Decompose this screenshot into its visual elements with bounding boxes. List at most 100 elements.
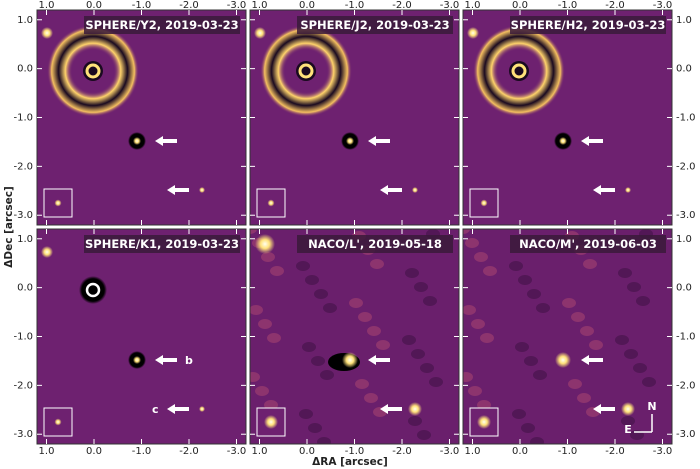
companion-b [342, 352, 358, 368]
y-axis-label: ΔDec [arcsec] [3, 186, 15, 268]
psf [54, 199, 62, 207]
noise-blob [308, 423, 322, 433]
panel: SPHERE/Y2, 2019-03-23 1.0 0.0 -1.0 -2.0 -3.0 1… [13, 0, 247, 226]
noise-blob [580, 326, 594, 336]
x-axis-label: ΔRA [arcsec] [312, 456, 388, 468]
noise-blob [636, 296, 650, 306]
companion-b [133, 356, 141, 364]
arrow [380, 404, 402, 414]
background-star [254, 27, 266, 39]
noise-blob [250, 305, 263, 315]
noise-blob [465, 238, 479, 248]
x-tick-label: -1.0 [132, 446, 152, 457]
noise-blob [536, 303, 550, 313]
noise-blob [480, 333, 494, 343]
arrow [155, 136, 177, 146]
noise-blob [414, 282, 428, 292]
noise-blob [562, 298, 576, 308]
companion-b [133, 137, 141, 145]
panel-title: SPHERE/H2, 2019-03-23 [511, 18, 666, 32]
noise-blob [515, 342, 529, 352]
noise-blob [364, 393, 378, 403]
noise-blob [402, 335, 416, 345]
psf [54, 418, 62, 426]
companion-label: b [185, 354, 193, 367]
star-ring [298, 63, 314, 79]
noise-blob [420, 363, 434, 373]
title-box [84, 16, 240, 34]
arrow [167, 404, 189, 414]
noise-blob [250, 229, 257, 234]
x-tick-label: 1.0 [39, 446, 55, 457]
noise-blob [411, 349, 425, 359]
y-tick-label: 0.0 [17, 283, 33, 294]
companion-c [621, 402, 635, 416]
title-box [297, 235, 453, 253]
panel: SPHERE/H2, 2019-03-231.0 0.0 -1.0 -2.0 -3.01… [462, 0, 696, 226]
x-tick-label: 1.0 [252, 0, 268, 11]
panel-title: SPHERE/J2, 2019-03-23 [300, 18, 449, 32]
companion-c [199, 187, 205, 193]
x-tick-label: 1.0 [39, 0, 55, 11]
x-tick-label: -3.0 [440, 446, 460, 457]
panel-title: NACO/L', 2019-05-18 [308, 237, 442, 251]
panel: NACO/M', 2019-06-03 1.0 0.0 -1.0 -2.0 -3.0 1.0… [462, 228, 696, 457]
x-tick-label: 0.0 [299, 446, 315, 457]
x-tick-label: 1.0 [465, 446, 481, 457]
companion-c [408, 402, 422, 416]
noise-blob [296, 261, 310, 271]
arrow [380, 185, 402, 195]
y-tick-label: 1.0 [676, 234, 692, 245]
noise-blob [633, 363, 647, 373]
x-tick-label: 0.0 [512, 446, 528, 457]
noise-blob [250, 372, 260, 382]
noise-blob [317, 437, 331, 444]
noise-blob [642, 377, 656, 387]
y-tick-label: -1.0 [676, 332, 696, 343]
noise-blob [530, 437, 544, 444]
noise-blob [615, 335, 629, 345]
x-tick-label: -3.0 [227, 0, 247, 11]
x-tick-label: -2.0 [392, 0, 412, 11]
title-box [510, 16, 666, 34]
noise-blob [518, 275, 532, 285]
companion-b [346, 137, 354, 145]
star-ring [511, 63, 527, 79]
x-tick-label: -1.0 [345, 0, 365, 11]
x-tick-label: -2.0 [179, 446, 199, 457]
y-tick-label: 0.0 [17, 64, 33, 75]
noise-blob [509, 261, 523, 271]
noise-blob [618, 268, 632, 278]
arrow [368, 355, 390, 365]
noise-blob [261, 252, 275, 262]
noise-blob [627, 282, 641, 292]
noise-blob [405, 268, 419, 278]
y-tick-label: -3.0 [676, 429, 696, 440]
background-star [467, 27, 479, 39]
arrow [593, 404, 615, 414]
noise-blob [355, 379, 369, 389]
title-box [84, 235, 240, 253]
y-tick-label: -1.0 [13, 332, 33, 343]
noise-blob [624, 349, 638, 359]
y-tick-label: -1.0 [676, 113, 696, 124]
noise-blob [370, 259, 384, 269]
x-tick-label: 1.0 [252, 446, 268, 457]
noise-blob [483, 266, 497, 276]
x-tick-label: 0.0 [299, 0, 315, 11]
arrow [167, 185, 189, 195]
noise-blob [302, 342, 316, 352]
noise-blob [417, 430, 431, 440]
x-tick-label: -3.0 [653, 0, 673, 11]
noise-blob [270, 266, 284, 276]
x-tick-label: -3.0 [653, 446, 673, 457]
panel-title: SPHERE/Y2, 2019-03-23 [85, 18, 238, 32]
noise-blob [583, 259, 597, 269]
x-tick-label: -1.0 [345, 446, 365, 457]
star-ring [85, 63, 101, 79]
background-star [41, 246, 53, 258]
y-tick-label: 0.0 [676, 64, 692, 75]
noise-blob [571, 312, 585, 322]
y-tick-label: -2.0 [676, 380, 696, 391]
